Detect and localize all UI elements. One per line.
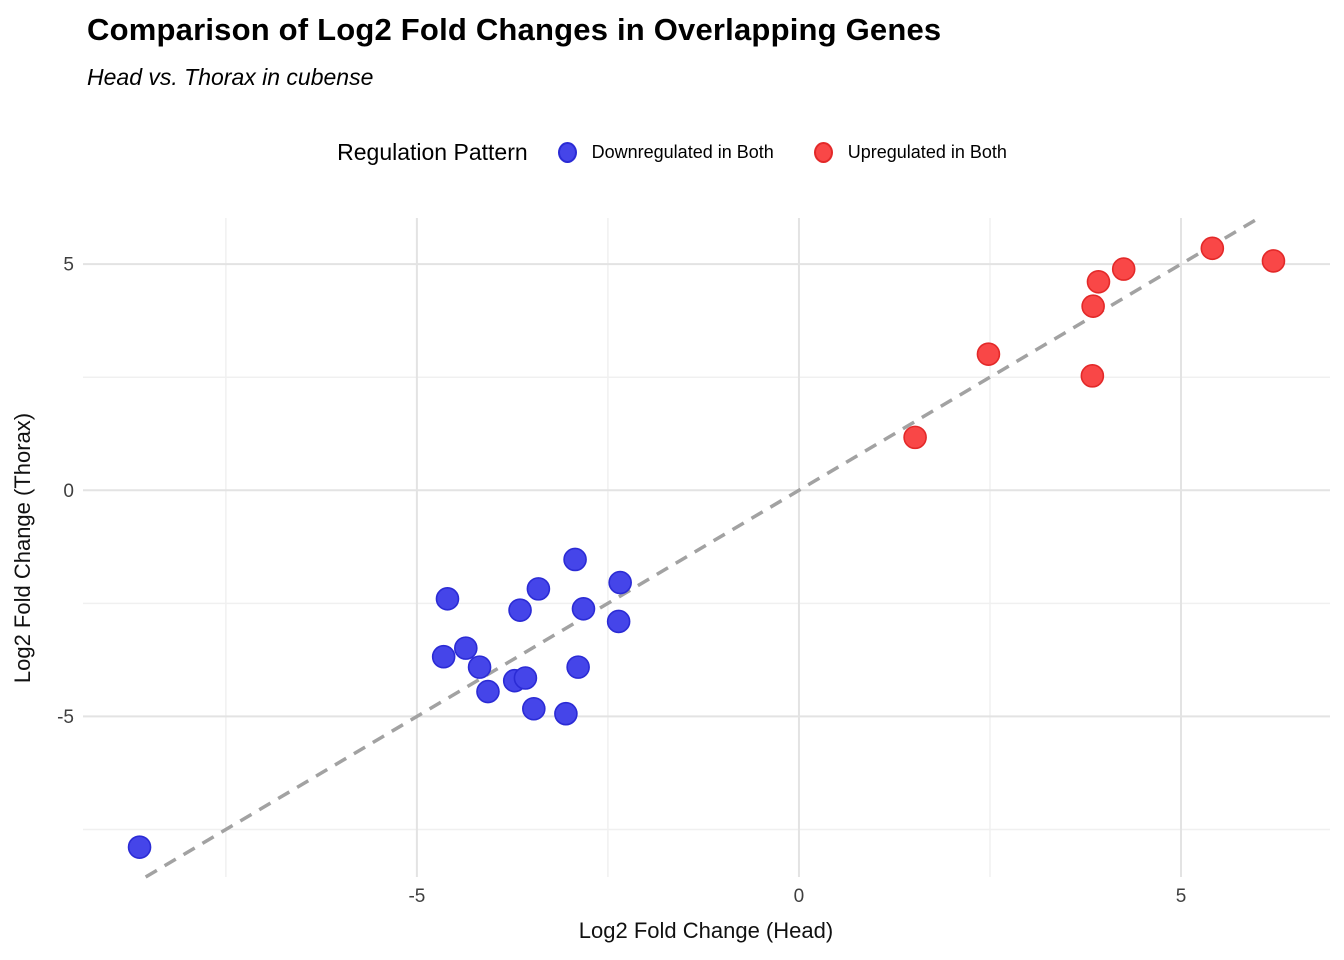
x-axis-title: Log2 Fold Change (Head) xyxy=(579,918,833,943)
scatter-point-upregulated xyxy=(1081,294,1105,318)
legend-label-downregulated: Downregulated in Both xyxy=(591,141,774,162)
y-axis-title: Log2 Fold Change (Thorax) xyxy=(10,413,35,683)
scatter-point-downregulated xyxy=(563,547,587,572)
y-tick-label: 5 xyxy=(63,255,74,276)
scatter-point-downregulated xyxy=(526,577,551,601)
scatter-point-upregulated xyxy=(1200,236,1225,261)
scatter-point-downregulated xyxy=(522,696,546,721)
scatter-point-downregulated xyxy=(435,587,460,611)
scatter-point-downregulated xyxy=(571,596,596,621)
x-tick-label: -5 xyxy=(408,886,425,907)
scatter-point-downregulated xyxy=(127,835,152,859)
scatter-point-downregulated xyxy=(606,609,631,634)
scatter-point-downregulated xyxy=(554,701,578,726)
axis-tick-labels: -5 0 5 -5 0 5 xyxy=(57,255,1186,907)
identity-line-layer xyxy=(144,216,1260,879)
scatter-point-downregulated xyxy=(608,570,632,595)
legend-label-upregulated: Upregulated in Both xyxy=(847,141,1007,162)
scatter-point-downregulated xyxy=(508,598,532,622)
page-title: Comparison of Log2 Fold Changes in Overl… xyxy=(87,12,942,47)
page-subtitle: Head vs. Thorax in cubense xyxy=(87,64,374,90)
legend-title: Regulation Pattern xyxy=(337,138,528,165)
scatter-point-upregulated xyxy=(1261,249,1286,273)
legend-item-downregulated: Downregulated in Both xyxy=(557,141,774,163)
scatter-point-upregulated xyxy=(903,425,927,450)
legend-dot-blue-icon xyxy=(557,141,577,163)
scatter-point-downregulated xyxy=(566,655,590,679)
x-tick-label: 0 xyxy=(794,886,805,907)
scatter-points-layer xyxy=(127,236,1286,859)
y-tick-label: 0 xyxy=(63,481,74,502)
scatter-point-upregulated xyxy=(976,342,1001,366)
legend-dot-red-icon xyxy=(813,141,833,163)
scatter-point-downregulated xyxy=(431,644,456,669)
legend-item-upregulated: Upregulated in Both xyxy=(813,141,1007,163)
y-tick-label: -5 xyxy=(57,707,74,728)
grid-layer xyxy=(83,218,1330,877)
legend: Regulation Pattern Downregulated in Both… xyxy=(0,133,1344,171)
scatter-point-downregulated xyxy=(454,636,478,660)
scatter-point-upregulated xyxy=(1080,364,1105,388)
scatter-point-upregulated xyxy=(1111,257,1136,281)
scatter-point-upregulated xyxy=(1086,269,1111,294)
identity-dashed-line xyxy=(144,216,1260,879)
scatter-point-downregulated xyxy=(513,666,538,690)
scatter-point-downregulated xyxy=(476,679,500,704)
x-tick-label: 5 xyxy=(1176,886,1187,907)
scatter-point-downregulated xyxy=(467,655,492,679)
